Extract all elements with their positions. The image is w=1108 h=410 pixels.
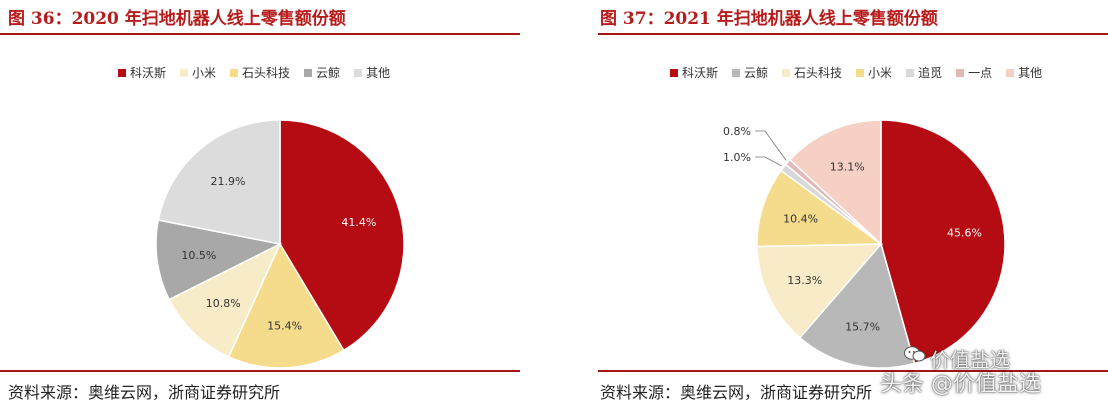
pie-data-label-1: 15.4% [267,320,302,333]
right-title-rule [598,33,1108,35]
legend-swatch [118,68,126,77]
legend-label: 其他 [366,66,391,80]
pie-data-label-0: 45.6% [947,227,982,240]
legend-item-3: 云鲸 [304,64,340,81]
legend-label: 追觅 [918,66,943,80]
left-chart-title: 图 36：2020 年扫地机器人线上零售额份额 [8,9,346,29]
pie-slice-1 [798,242,916,369]
legend-swatch [354,68,363,77]
legend-label: 其他 [1018,66,1043,80]
watermark-line2: 头条 @价值盐选 [880,372,1041,397]
right-chart-title: 图 37：2021 年扫地机器人线上零售额份额 [600,9,938,29]
left-pie-chart: 41.4% 15.4% 10.8% 10.5% 21.9% [155,119,405,369]
left-source-rule [0,370,520,372]
pie-slice-2 [168,242,282,358]
pie-data-label-6: 13.1% [830,161,865,174]
legend-swatch [732,68,741,77]
legend-swatch [304,68,313,77]
legend-swatch [906,68,915,77]
wechat-icon [904,346,926,362]
legend-label: 石头科技 [242,66,291,80]
pie-data-label-3: 10.4% [783,213,818,226]
pie-data-label-4: 1.0% [723,151,751,164]
legend-label: 云鲸 [316,66,341,80]
left-chart-source: 资料来源：奥维云网，浙商证券研究所 [8,383,281,402]
right-chart-panel: 图 37：2021 年扫地机器人线上零售额份额 科沃斯 云鲸 石头科技 小米 追觅 一点 其… [598,0,1108,410]
legend-item-5: 一点 [956,64,992,81]
legend-label: 科沃斯 [130,66,167,80]
pie-slice-3 [756,169,884,248]
legend-label: 科沃斯 [682,66,719,80]
pie-slice-0 [880,119,1006,365]
legend-item-4: 追觅 [906,64,942,81]
legend-label: 小米 [868,66,893,80]
pie-data-label-5: 0.8% [723,125,751,138]
left-chart-panel: 图 36：2020 年扫地机器人线上零售额份额 科沃斯 小米 石头科技 云鲸 其他 41… [0,0,520,410]
right-source-rule [598,370,1108,372]
pie-slice-4 [157,119,281,245]
pie-leader-line-5 [755,130,787,161]
legend-swatch [782,68,791,77]
legend-item-1: 小米 [180,64,216,81]
watermark-line1: 价值盐选 [930,348,1010,372]
pie-data-label-3: 10.5% [181,249,216,262]
pie-data-label-1: 15.7% [845,320,880,333]
left-chart-legend: 科沃斯 小米 石头科技 云鲸 其他 [118,64,404,81]
pie-data-label-4: 21.9% [211,175,246,188]
pie-data-label-2: 10.8% [206,297,241,310]
pie-data-label-2: 13.3% [787,274,822,287]
legend-item-6: 其他 [1006,64,1042,81]
pie-data-label-0: 41.4% [341,216,376,229]
legend-label: 一点 [968,66,993,80]
legend-label: 石头科技 [794,66,843,80]
legend-swatch [670,68,678,77]
left-title-rule [0,33,520,35]
legend-swatch [1006,68,1015,77]
pie-slice-6 [788,119,882,246]
legend-swatch [230,68,239,77]
legend-item-0: 科沃斯 [670,64,718,81]
pie-slice-1 [227,242,345,369]
legend-item-4: 其他 [354,64,390,81]
legend-swatch [180,68,189,77]
pie-slice-3 [155,219,283,301]
right-pie-chart: 45.6% 15.7% 13.3% 10.4% 1.0% 0.8% 13.1% [723,119,1006,369]
legend-item-2: 石头科技 [230,64,290,81]
pie-slice-2 [756,243,883,339]
legend-swatch [856,68,865,77]
right-chart-legend: 科沃斯 云鲸 石头科技 小米 追觅 一点 其他 [670,64,1056,81]
legend-swatch [956,68,965,77]
legend-label: 云鲸 [744,66,769,80]
pie-leader-line-4 [755,156,782,167]
legend-item-2: 石头科技 [782,64,842,81]
legend-item-0: 科沃斯 [118,64,166,81]
pie-slice-0 [279,119,405,352]
legend-item-3: 小米 [856,64,892,81]
right-chart-source: 资料来源：奥维云网，浙商证券研究所 [600,383,873,402]
legend-item-1: 云鲸 [732,64,768,81]
legend-label: 小米 [192,66,217,80]
